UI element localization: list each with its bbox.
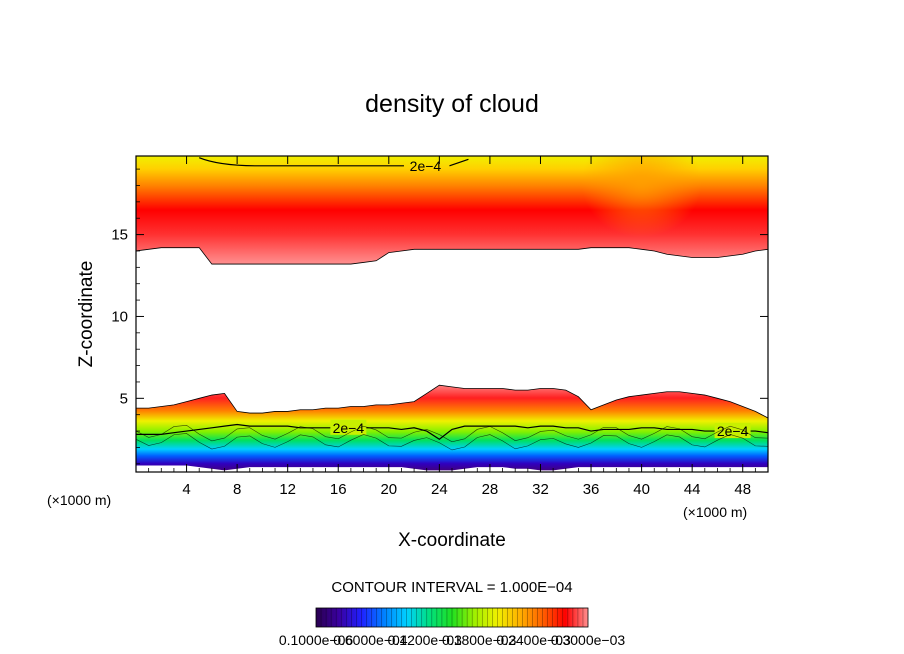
colorbar-label: 0.2400e−03 — [496, 632, 571, 648]
y-axis-label: Z-coordinate — [76, 261, 97, 368]
x-tick-label: 4 — [182, 481, 190, 498]
contour-interval-text: CONTOUR INTERVAL = 1.000E−04 — [331, 579, 572, 596]
x-tick-label: 40 — [633, 481, 650, 498]
lower-contour-minor-0 — [136, 424, 768, 443]
contour-lines: 2e−4 2e−4 2e−4 — [136, 157, 768, 451]
upper-hotspot — [581, 156, 702, 238]
x-tick-label: 12 — [279, 481, 296, 498]
x-tick-label: 20 — [380, 481, 397, 498]
lower-contour-minor-1 — [136, 433, 768, 451]
x-tick-label: 28 — [482, 481, 499, 498]
x-tick-label: 44 — [684, 481, 701, 498]
lower-layer-outline — [136, 384, 768, 419]
x-tick-label: 8 — [233, 481, 241, 498]
upper-contour-2e4-tail — [449, 158, 469, 167]
x-tick-label: 32 — [532, 481, 549, 498]
x-axis-label: X-coordinate — [398, 530, 506, 551]
x-unit-right: (×1000 m) — [683, 504, 747, 520]
lower-contour-label-2: 2e−4 — [717, 423, 749, 439]
colorbar: 0.1000e−060.6000e−040.1200e−030.1800e−03… — [279, 607, 626, 648]
y-tick-label: 5 — [120, 390, 128, 407]
colorbar-label: 0.6000e−04 — [333, 632, 408, 648]
upper-layer-outline — [136, 247, 768, 265]
lower-contour-label-1: 2e−4 — [333, 420, 365, 436]
y-axis-ticks: 5 10 15 — [111, 168, 768, 465]
x-tick-label: 24 — [431, 481, 448, 498]
colorbar-label: 0.1200e−03 — [388, 632, 463, 648]
y-tick-label: 10 — [111, 308, 128, 325]
y-tick-label: 15 — [111, 227, 128, 244]
x-tick-label: 36 — [583, 481, 600, 498]
colorbar-labels: 0.1000e−060.6000e−040.1200e−030.1800e−03… — [279, 632, 626, 648]
upper-contour-label: 2e−4 — [410, 158, 442, 174]
upper-contour-2e4 — [198, 157, 404, 167]
x-tick-label: 48 — [734, 481, 751, 498]
colorbar-stripes — [320, 608, 584, 627]
plot-field — [136, 156, 768, 471]
x-unit-left: (×1000 m) — [47, 492, 111, 508]
lower-contour-label-2-bg — [714, 423, 751, 439]
colorbar-label: 0.1000e−06 — [279, 632, 354, 648]
colorbar-label: 0.3000e−03 — [551, 632, 626, 648]
lower-cloud-layer — [136, 385, 768, 471]
x-tick-label: 16 — [330, 481, 347, 498]
colorbar-label: 0.1800e−03 — [442, 632, 517, 648]
x-axis-ticks: 4 8 12 16 20 24 28 32 36 40 44 48 — [148, 156, 756, 498]
lower-contour-label-1-bg — [330, 419, 367, 435]
chart-title: density of cloud — [365, 90, 539, 118]
